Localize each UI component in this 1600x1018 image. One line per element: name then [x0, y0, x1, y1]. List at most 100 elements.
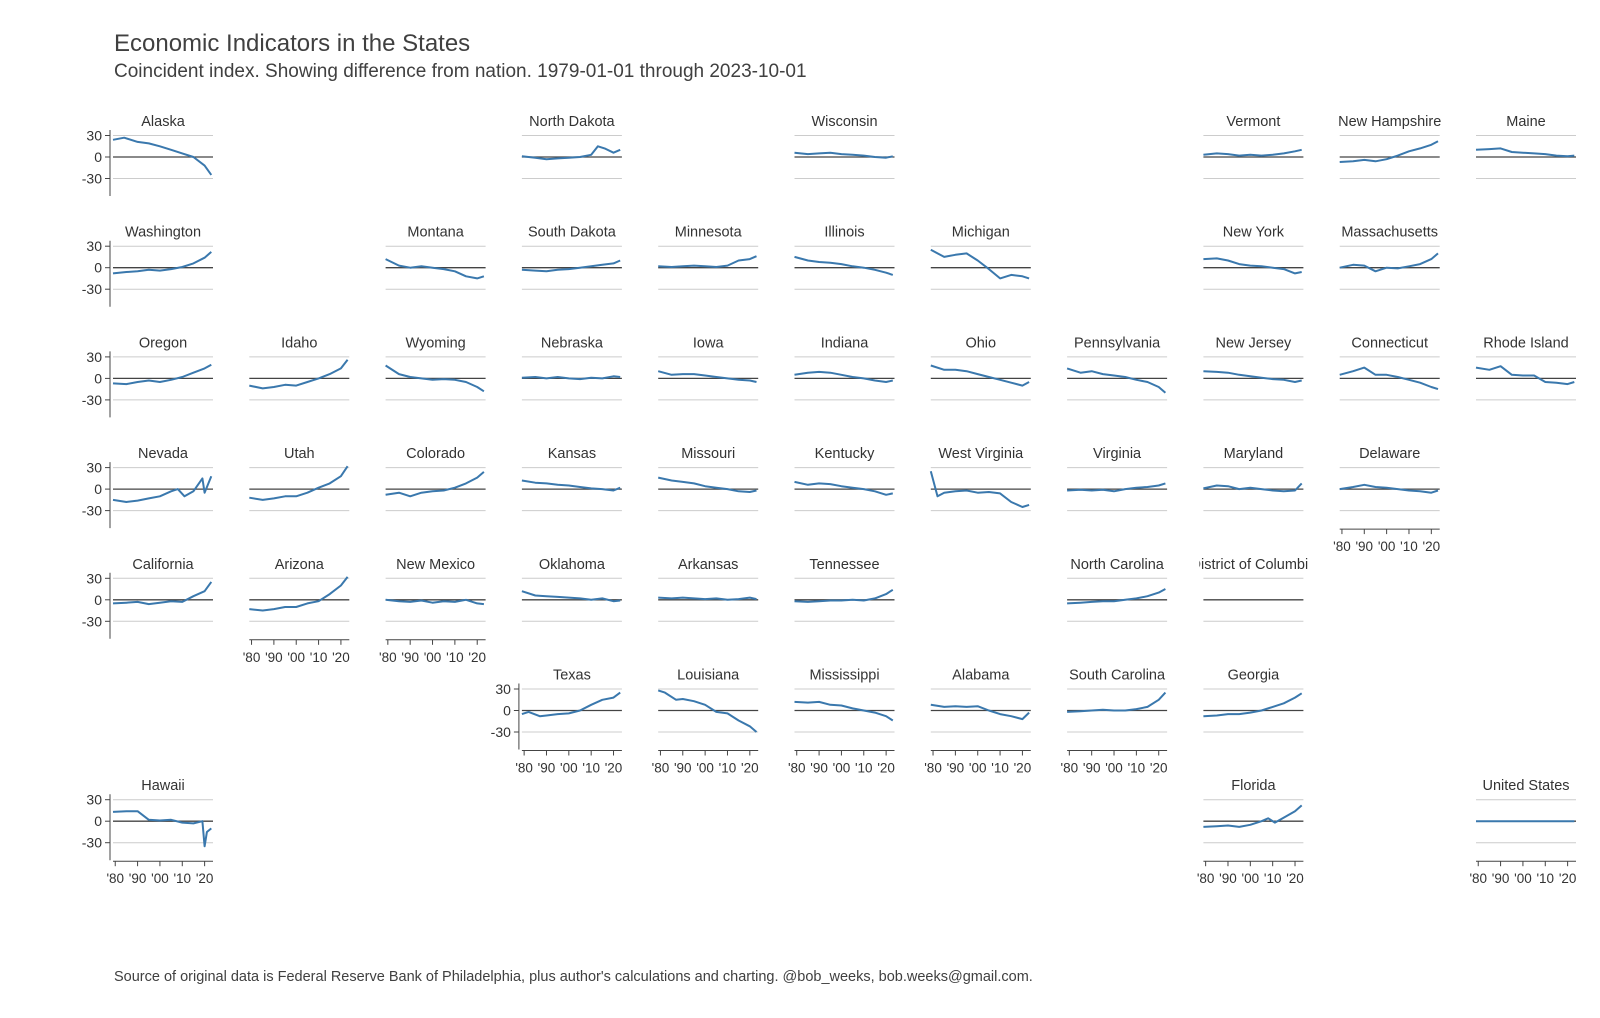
y-tick-label: 30 [495, 681, 511, 697]
panel-ohio: Ohio [930, 335, 1031, 401]
panel-michigan: Michigan [930, 225, 1031, 290]
series-line [521, 375, 621, 381]
x-tick-label: '10 [173, 871, 191, 886]
x-tick-label: '10 [446, 650, 464, 665]
x-tick-label: '10 [582, 761, 600, 776]
series-line [794, 480, 894, 496]
y-tick-label: 0 [94, 592, 102, 608]
series-line [112, 581, 213, 606]
panel-label: Utah [284, 446, 315, 462]
y-tick-label: -30 [82, 281, 102, 297]
y-tick-label: 30 [86, 570, 102, 586]
series-line [385, 598, 485, 606]
panel-label: North Carolina [1070, 557, 1164, 573]
panel-label: Oklahoma [539, 557, 606, 573]
panel-label: South Carolina [1069, 668, 1166, 684]
x-tick-label: '80 [106, 871, 124, 886]
x-tick-label: '10 [991, 761, 1009, 776]
series-line [1067, 588, 1166, 605]
series-line [794, 255, 894, 276]
y-tick-label: 30 [86, 238, 102, 254]
x-tick-label: '80 [515, 761, 533, 776]
panel-colorado: Colorado [385, 446, 486, 512]
series-line [385, 258, 485, 280]
x-tick-label: '90 [129, 871, 147, 886]
panel-label: New Jersey [1216, 335, 1292, 351]
panel-label: Hawaii [141, 778, 185, 794]
y-tick-label: -30 [82, 171, 102, 187]
series-line [794, 370, 894, 383]
x-tick-label: '20 [1559, 871, 1577, 886]
x-tick-label: '20 [1423, 539, 1441, 554]
panel-north-dakota: North Dakota [521, 114, 622, 179]
series-line [1339, 140, 1439, 163]
panel-label: West Virginia [938, 446, 1024, 462]
series-line [249, 576, 349, 612]
series-line [249, 465, 349, 501]
x-tick-label: '20 [605, 761, 623, 776]
panel-louisiana: Louisiana '80 '90 '00 '10 '20 [652, 668, 759, 776]
panel-label: Virginia [1093, 446, 1142, 462]
series-line [794, 151, 894, 159]
series-line [112, 251, 212, 275]
series-line [658, 596, 757, 601]
series-line [521, 479, 621, 492]
panel-west-virginia: West Virginia [929, 446, 1031, 512]
panel-pennsylvania: Pennsylvania [1066, 335, 1168, 401]
y-tick-label: 0 [94, 260, 102, 276]
panel-label: Kansas [548, 446, 596, 462]
panel-label: Tennessee [809, 557, 879, 573]
x-tick-label: '80 [788, 761, 806, 776]
x-tick-label: '00 [696, 761, 714, 776]
x-tick-label: '00 [833, 761, 851, 776]
panel-label: Maryland [1224, 446, 1284, 462]
x-tick-label: '90 [674, 761, 692, 776]
x-tick-label: '00 [969, 761, 987, 776]
panel-label: South Dakota [528, 225, 617, 241]
panel-south-carolina: South Carolina '80 '90 '00 '10 '20 [1061, 668, 1168, 776]
panel-alabama: Alabama '80 '90 '00 '10 '20 [924, 668, 1031, 776]
panel-label: Arizona [275, 557, 325, 573]
x-tick-label: '90 [810, 761, 828, 776]
series-line [1475, 365, 1575, 386]
series-line [658, 255, 757, 268]
panel-minnesota: Minnesota [658, 225, 759, 290]
panel-label: Vermont [1226, 114, 1280, 130]
panel-label: Minnesota [675, 225, 743, 241]
series-line [794, 700, 894, 722]
panel-maine: Maine [1475, 114, 1576, 179]
y-tick-label: 0 [94, 149, 102, 165]
panel-label: New York [1223, 225, 1285, 241]
panel-label: Indiana [821, 335, 870, 351]
series-line [521, 590, 621, 603]
x-tick-label: '90 [1355, 539, 1373, 554]
x-tick-label: '80 [243, 650, 261, 665]
panel-label: Nebraska [541, 335, 604, 351]
panel-label: Florida [1231, 778, 1276, 794]
y-tick-label: -30 [82, 503, 102, 519]
x-tick-label: '00 [1242, 871, 1260, 886]
series-line [1339, 483, 1439, 494]
series-line [1203, 804, 1303, 828]
panel-georgia: Georgia [1203, 668, 1304, 733]
panel-iowa: Iowa [657, 335, 759, 401]
series-line [657, 476, 757, 493]
series-line [1067, 482, 1166, 493]
panel-label: Nevada [138, 446, 189, 462]
x-tick-label: '80 [1333, 539, 1351, 554]
panel-label: District of Columbia [1191, 557, 1318, 573]
panel-label: Mississippi [809, 668, 879, 684]
series-line [385, 364, 485, 393]
series-line [1067, 691, 1167, 713]
panel-label: New Hampshire [1338, 114, 1441, 130]
x-tick-label: '90 [1492, 871, 1510, 886]
x-tick-label: '80 [1061, 761, 1079, 776]
panel-label: Alaska [141, 114, 185, 130]
x-tick-label: '20 [877, 761, 895, 776]
x-tick-label: '00 [1514, 871, 1532, 886]
y-tick-label: 0 [94, 813, 102, 829]
panel-connecticut: Connecticut [1339, 335, 1440, 401]
panel-label: California [132, 557, 194, 573]
panel-nebraska: Nebraska [521, 335, 622, 401]
panel-kansas: Kansas [521, 446, 622, 512]
